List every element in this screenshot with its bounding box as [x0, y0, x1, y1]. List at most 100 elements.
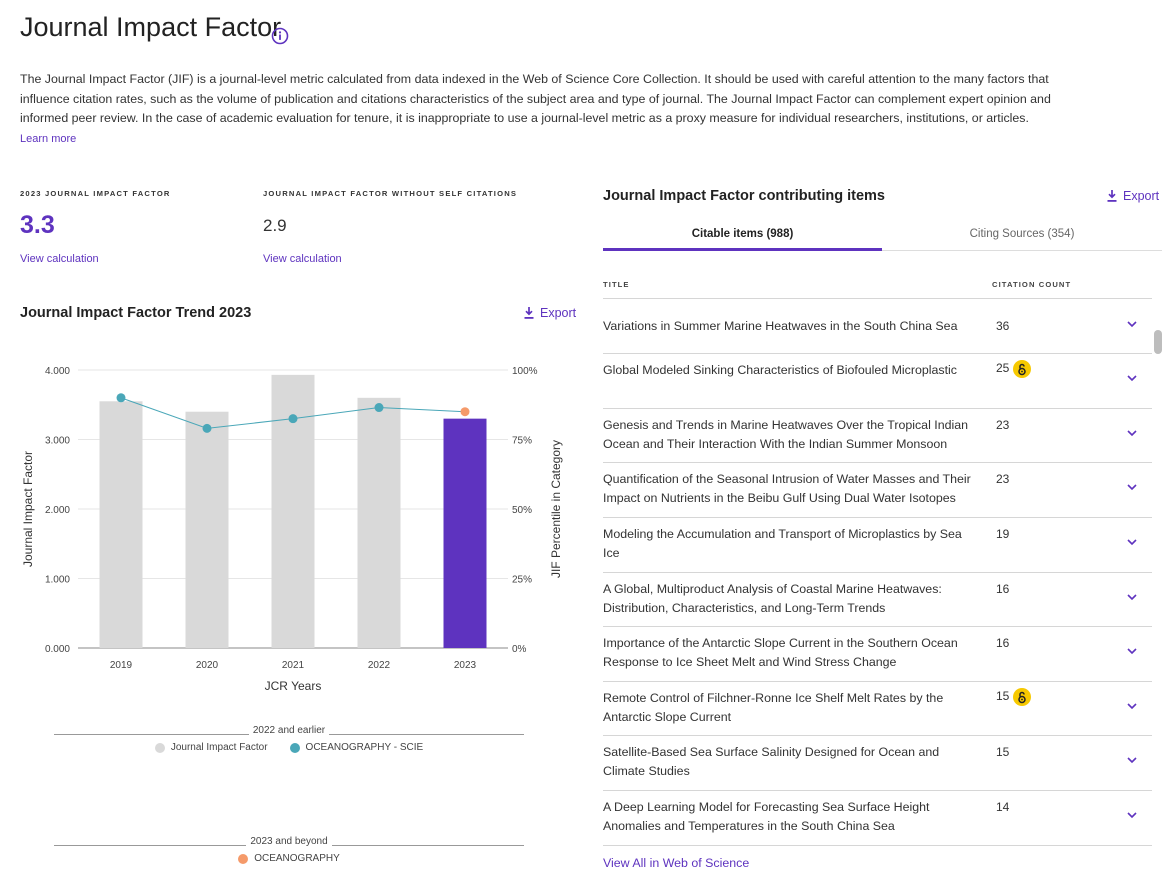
download-icon: [1107, 190, 1117, 202]
row-title[interactable]: Modeling the Accumulation and Transport …: [603, 527, 962, 561]
page-title: Journal Impact Factor: [20, 12, 282, 42]
row-divider: [603, 517, 1152, 518]
y-tick-label: 2.000: [45, 505, 70, 516]
chevron-down-icon[interactable]: [1126, 702, 1138, 710]
row-citation-count: 36: [996, 319, 1009, 333]
percentile-point: [288, 414, 298, 424]
legend-item-jif[interactable]: Journal Impact Factor: [154, 742, 268, 753]
row-count-value: 16: [996, 582, 1010, 596]
row-citation-count: 23: [996, 418, 1009, 432]
jif-bar: [99, 401, 143, 648]
row-title[interactable]: A Global, Multiproduct Analysis of Coast…: [603, 582, 942, 616]
chevron-down-icon[interactable]: [1126, 538, 1138, 546]
legend-divider: [54, 845, 247, 846]
row-title[interactable]: Global Modeled Sinking Characteristics o…: [603, 363, 957, 377]
trend-export-button[interactable]: Export: [524, 306, 576, 320]
row-citation-count: 14: [996, 800, 1009, 814]
download-icon: [524, 307, 534, 319]
noself-view-calculation-link[interactable]: View calculation: [263, 253, 342, 265]
row-divider: [603, 735, 1152, 736]
row-citation-count: 25: [996, 360, 1032, 378]
tabs-divider: [603, 250, 1162, 251]
y2-axis-title: JIF Percentile in Category: [549, 440, 563, 578]
view-all-link[interactable]: View All in Web of Science: [603, 856, 750, 870]
legend-group-2: 2023 and beyond OCEANOGRAPHY: [54, 836, 525, 864]
row-title[interactable]: Quantification of the Seasonal Intrusion…: [603, 472, 971, 506]
jif-bar: [185, 411, 229, 648]
row-title[interactable]: A Deep Learning Model for Forecasting Se…: [603, 800, 930, 834]
row-citation-count: 15: [996, 688, 1032, 706]
y2-tick-label: 100%: [512, 366, 538, 377]
column-header-title: TITLE: [603, 280, 630, 289]
chevron-down-icon[interactable]: [1126, 320, 1138, 328]
legend-group-2-items: OCEANOGRAPHY: [54, 853, 524, 864]
row-divider: [603, 408, 1152, 409]
tab-active-indicator: [603, 248, 882, 251]
legend-group-2-header: 2023 and beyond: [54, 836, 525, 847]
row-title[interactable]: Importance of the Antarctic Slope Curren…: [603, 636, 958, 670]
row-divider: [603, 572, 1152, 573]
legend-item-oceanography-scie[interactable]: OCEANOGRAPHY - SCIE: [289, 742, 424, 753]
y-tick-label: 1.000: [45, 575, 70, 586]
jif-bar: [443, 418, 487, 648]
y2-tick-label: 0%: [512, 644, 527, 655]
jif-label: 2023 JOURNAL IMPACT FACTOR: [20, 189, 171, 198]
contrib-export-button[interactable]: Export: [1107, 189, 1159, 203]
y2-tick-label: 50%: [512, 505, 532, 516]
legend-divider: [54, 734, 249, 735]
open-access-icon: [1013, 360, 1032, 378]
chevron-down-icon[interactable]: [1126, 483, 1138, 491]
chevron-down-icon[interactable]: [1126, 429, 1138, 437]
column-header-citation-count: CITATION COUNT: [992, 280, 1072, 289]
learn-more-link[interactable]: Learn more: [20, 132, 77, 145]
noself-value: 2.9: [263, 216, 287, 235]
y2-tick-label: 25%: [512, 575, 532, 586]
row-title[interactable]: Satellite-Based Sea Surface Salinity Des…: [603, 745, 940, 779]
row-count-value: 14: [996, 800, 1010, 814]
row-count-value: 23: [996, 472, 1010, 486]
chevron-down-icon[interactable]: [1126, 647, 1138, 655]
row-divider: [603, 681, 1152, 682]
legend-group-1: 2022 and earlier Journal Impact Factor O…: [54, 725, 524, 753]
row-title[interactable]: Genesis and Trends in Marine Heatwaves O…: [603, 418, 969, 452]
x-axis-title: JCR Years: [265, 679, 322, 693]
legend-group-1-header: 2022 and earlier: [54, 725, 524, 736]
row-divider: [603, 845, 1152, 846]
chevron-down-icon[interactable]: [1126, 593, 1138, 601]
jif-view-calculation-link[interactable]: View calculation: [20, 253, 99, 265]
tab-citing-sources[interactable]: Citing Sources (354): [969, 228, 1075, 240]
legend-label-oceanography-scie: OCEANOGRAPHY - SCIE: [305, 742, 424, 753]
y-axis-title: Journal Impact Factor: [21, 451, 35, 567]
percentile-point: [202, 423, 212, 433]
row-title[interactable]: Variations in Summer Marine Heatwaves in…: [603, 319, 958, 333]
y-tick-label: 0.000: [45, 644, 70, 655]
row-citation-count: 15: [996, 745, 1009, 759]
info-icon[interactable]: [271, 27, 289, 45]
percentile-point-2023: [460, 407, 470, 417]
row-count-value: 15: [996, 689, 1010, 704]
legend-item-oceanography[interactable]: OCEANOGRAPHY: [238, 853, 340, 864]
header-divider: [603, 298, 1152, 299]
row-title[interactable]: Remote Control of Filchner-Ronne Ice She…: [603, 691, 944, 725]
legend-swatch-oceanography-scie: [289, 742, 300, 753]
chevron-down-icon[interactable]: [1126, 374, 1138, 382]
row-citation-count: 23: [996, 472, 1009, 486]
chevron-down-icon[interactable]: [1126, 756, 1138, 764]
x-tick-label: 2023: [454, 660, 477, 671]
row-divider: [603, 790, 1152, 791]
trend-title: Journal Impact Factor Trend 2023: [20, 305, 252, 321]
contrib-export-label: Export: [1123, 189, 1160, 203]
scrollbar-thumb[interactable]: [1154, 330, 1162, 354]
percentile-point: [374, 403, 384, 413]
chevron-down-icon[interactable]: [1126, 811, 1138, 819]
row-citation-count: 19: [996, 527, 1009, 541]
row-count-value: 25: [996, 361, 1010, 376]
row-citation-count: 16: [996, 582, 1009, 596]
legend-group-1-items: Journal Impact Factor OCEANOGRAPHY - SCI…: [54, 742, 524, 753]
x-tick-label: 2021: [282, 660, 305, 671]
trend-export-label: Export: [540, 306, 577, 320]
x-tick-label: 2022: [368, 660, 391, 671]
trend-chart: 0.000 1.000 2.000 3.000 4.000 0% 25% 50% 75% 100%…: [21, 366, 563, 693]
tab-citable-items[interactable]: Citable items (988): [691, 228, 794, 240]
row-count-value: 15: [996, 745, 1010, 759]
